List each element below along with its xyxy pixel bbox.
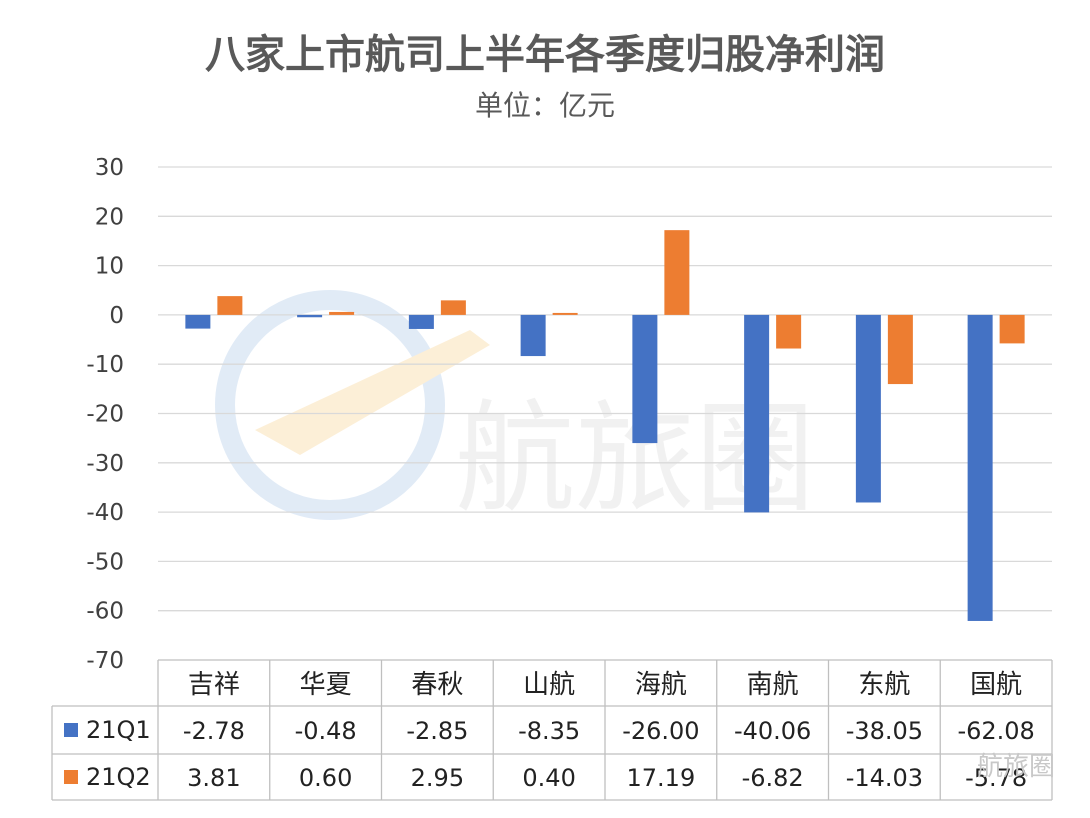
y-tick-label: -10 (86, 352, 124, 378)
category-label: 海航 (635, 670, 687, 700)
bar-21q2-7 (999, 314, 1025, 344)
bar-21q2-1 (329, 311, 355, 315)
y-tick-label: 0 (109, 303, 124, 329)
watermark-logo-plane (255, 330, 490, 455)
category-label: 华夏 (300, 670, 352, 700)
table-value: 0.40 (522, 764, 575, 792)
category-label: 东航 (858, 670, 910, 700)
bars (185, 230, 1025, 621)
legend-label-21q2: 21Q2 (86, 763, 151, 791)
legend-swatch-21q2 (64, 770, 78, 784)
table-value: -62.08 (957, 717, 1034, 745)
table-value: -38.05 (846, 717, 923, 745)
category-label: 南航 (747, 670, 799, 700)
table-value: -26.00 (622, 717, 699, 745)
category-label: 吉祥 (188, 670, 240, 700)
category-label: 山航 (523, 670, 575, 700)
bar-21q2-0 (217, 296, 243, 315)
chart-title: 八家上市航司上半年各季度归股净利润 (205, 32, 885, 78)
table-value: -2.78 (183, 717, 245, 745)
data-table: 吉祥 华夏 春秋 山航 海航 南航 东航 国航 21Q1 -2.78 -0.48 -2.85 -8.35… (51, 659, 1053, 801)
bar-21q1-3 (520, 314, 546, 357)
bar-21q1-1 (297, 314, 323, 318)
y-axis-ticks: 30 20 10 0 -10 -20 -30 -40 -50 -60 -70 (86, 155, 124, 674)
y-tick-label: 20 (95, 204, 124, 230)
table-value: -40.06 (734, 717, 811, 745)
bar-21q1-2 (408, 314, 434, 329)
table-value: -14.03 (846, 764, 923, 792)
bar-21q2-2 (440, 300, 466, 315)
table-value: 17.19 (627, 764, 696, 792)
y-tick-label: -20 (86, 402, 124, 428)
grid-lines (158, 166, 1052, 612)
bar-21q2-6 (887, 314, 913, 385)
y-tick-label: -40 (86, 500, 124, 526)
watermark: 航旅圈 (215, 290, 815, 529)
bar-21q1-4 (632, 314, 658, 444)
table-value: -6.82 (742, 764, 804, 792)
table-value: -2.85 (406, 717, 468, 745)
table-value: 0.60 (299, 764, 352, 792)
legend-swatch-21q1 (64, 723, 78, 737)
bar-21q1-5 (744, 314, 770, 513)
y-tick-label: 10 (95, 254, 124, 280)
category-label: 春秋 (411, 670, 463, 700)
y-tick-label: -60 (86, 599, 124, 625)
bar-21q2-3 (552, 312, 578, 315)
table-value: 3.81 (187, 764, 240, 792)
table-value: -5.78 (965, 764, 1027, 792)
table-value: -0.48 (295, 717, 357, 745)
y-tick-label: -50 (86, 549, 124, 575)
bar-21q1-6 (855, 314, 881, 503)
watermark-logo-ring (215, 290, 445, 520)
bar-21q2-5 (776, 314, 802, 349)
bar-21q1-7 (967, 314, 993, 621)
legend-label-21q1: 21Q1 (86, 716, 151, 744)
category-label: 国航 (970, 670, 1022, 700)
y-tick-label: -70 (86, 648, 124, 674)
corner-watermark: 航旅圈 (977, 752, 1055, 782)
table-value: -8.35 (518, 717, 580, 745)
y-tick-label: -30 (86, 451, 124, 477)
table-value: 2.95 (411, 764, 464, 792)
bar-21q2-4 (664, 230, 690, 315)
y-tick-label: 30 (95, 155, 124, 181)
chart-subtitle: 单位：亿元 (475, 89, 615, 122)
bar-21q1-0 (185, 314, 211, 329)
